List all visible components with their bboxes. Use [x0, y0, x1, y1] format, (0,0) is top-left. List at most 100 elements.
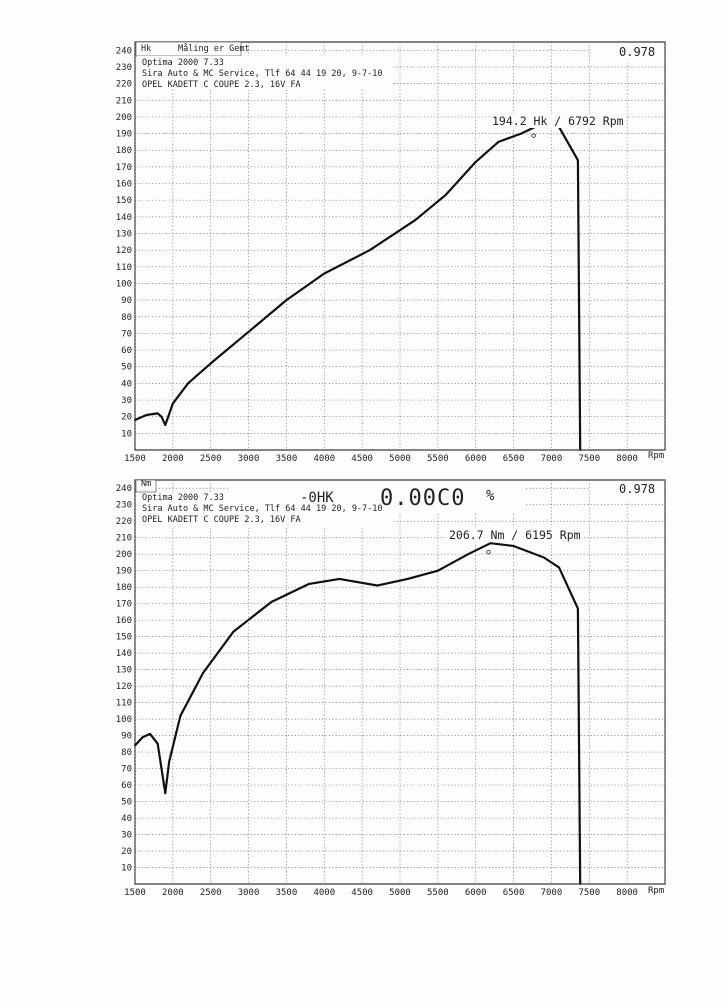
y-tick-label: 100 — [116, 279, 132, 289]
y-tick-label: 230 — [116, 63, 132, 73]
data-point — [376, 584, 379, 587]
peak-marker — [486, 549, 491, 555]
power-unit-label: Hk — [141, 44, 152, 54]
data-point — [247, 330, 250, 333]
save-status: Måling er Gemt — [178, 44, 250, 54]
correction-factor: 0.978 — [619, 482, 656, 496]
y-tick-label: 200 — [116, 550, 132, 560]
data-point — [512, 545, 515, 547]
header-line-shop: Sira Auto & MC Service, Tlf 64 44 19 20,… — [142, 69, 383, 79]
y-tick-label: 40 — [121, 814, 132, 824]
series-line — [134, 542, 582, 885]
y-tick-label: 60 — [121, 346, 132, 356]
y-tick-label: 240 — [116, 46, 132, 56]
y-tick-label: 190 — [116, 130, 132, 140]
y-tick-label: 120 — [116, 682, 132, 692]
data-point — [308, 583, 310, 585]
data-point — [368, 249, 371, 251]
y-tick-label: 220 — [116, 517, 132, 527]
x-tick-label: 2500 — [200, 888, 222, 898]
data-point — [414, 219, 416, 221]
y-tick-label: 20 — [121, 413, 132, 423]
y-tick-label: 210 — [116, 96, 132, 106]
x-tick-label: 5000 — [389, 888, 411, 898]
y-tick-label: 90 — [121, 732, 132, 742]
data-point — [209, 362, 212, 365]
y-tick-label: 150 — [116, 633, 132, 643]
y-tick-label: 230 — [116, 501, 132, 511]
correction-factor: 0.978 — [619, 45, 656, 59]
header-line-vehicle: OPEL KADETT C COUPE 2.3, 16V FA — [142, 80, 301, 90]
y-tick-label: 180 — [116, 146, 132, 156]
y-tick-label: 150 — [116, 196, 132, 206]
header-line-software: Optima 2000 7.33 — [142, 58, 224, 68]
y-tick-label: 110 — [116, 263, 132, 273]
data-point — [543, 556, 545, 559]
y-tick-label: 20 — [121, 847, 132, 857]
peak-torque-label: 206.7 Nm / 6195 Rpm — [447, 528, 583, 542]
data-point — [285, 299, 288, 301]
x-tick-label: 3500 — [276, 888, 298, 898]
data-point — [338, 578, 341, 580]
y-tick-label: 170 — [116, 600, 132, 610]
data-point — [577, 607, 579, 610]
y-tick-label: 100 — [116, 715, 132, 725]
data-point — [270, 601, 273, 603]
data-point — [164, 424, 167, 426]
data-point — [145, 414, 148, 416]
data-point — [160, 415, 163, 418]
y-tick-label: 50 — [121, 363, 132, 373]
x-tick-label: 7500 — [578, 888, 600, 898]
y-tick-label: 200 — [116, 113, 132, 123]
y-tick-label: 140 — [116, 213, 132, 223]
data-point — [149, 733, 151, 735]
data-point — [437, 569, 439, 572]
x-tick-label: 2000 — [162, 454, 184, 464]
x-tick-label: 7500 — [578, 454, 600, 464]
y-tick-label: 220 — [116, 80, 132, 90]
factor-box — [590, 43, 664, 63]
factor-box — [590, 481, 664, 501]
stamp-backdrop — [228, 482, 524, 512]
y-tick-label: 90 — [121, 296, 132, 306]
data-point — [156, 743, 159, 745]
y-tick-label: 70 — [121, 765, 132, 775]
y-tick-label: 210 — [116, 534, 132, 544]
x-tick-label: 3500 — [276, 454, 298, 464]
x-tick-label: 8000 — [616, 888, 638, 898]
x-tick-label: 2500 — [200, 454, 222, 464]
y-tick-label: 160 — [116, 180, 132, 190]
peak-marker — [531, 133, 536, 138]
chart-svg: 10 20 30 40 50 60 70 80 90 100 110 120 130 140 150 160 1… — [116, 479, 666, 898]
x-tick-label: 3000 — [238, 454, 260, 464]
torque-chart: 10 20 30 40 50 60 70 80 90 100 110 120 130 140 150 160 1… — [0, 472, 728, 912]
data-point — [444, 194, 447, 197]
x-tick-label: 7000 — [541, 888, 563, 898]
x-tick-label: 1500 — [124, 454, 146, 464]
y-tick-label: 170 — [116, 163, 132, 173]
data-point — [406, 578, 409, 580]
y-tick-label: 10 — [121, 429, 132, 439]
y-tick-label: 140 — [116, 649, 132, 659]
data-point — [497, 141, 500, 143]
x-tick-label: 4500 — [351, 454, 373, 464]
data-point — [134, 744, 136, 747]
data-point — [520, 132, 522, 135]
stamp-text-a: -0HK — [300, 490, 334, 506]
x-tick-label: 4000 — [313, 454, 335, 464]
data-point — [179, 715, 182, 717]
data-point — [141, 736, 144, 739]
y-tick-label: 120 — [116, 246, 132, 256]
x-tick-label: 4500 — [351, 888, 373, 898]
data-point — [232, 630, 235, 633]
x-tick-label: 3000 — [238, 888, 260, 898]
x-tick-label: 5500 — [427, 888, 449, 898]
y-tick-label: 70 — [121, 329, 132, 339]
x-tick-label: 5500 — [427, 454, 449, 464]
y-tick-label: 190 — [116, 567, 132, 577]
x-axis-unit: Rpm — [648, 451, 665, 461]
data-point — [187, 382, 189, 385]
header-backdrop — [137, 56, 392, 90]
data-point — [323, 272, 326, 275]
y-tick-label: 160 — [116, 616, 132, 626]
